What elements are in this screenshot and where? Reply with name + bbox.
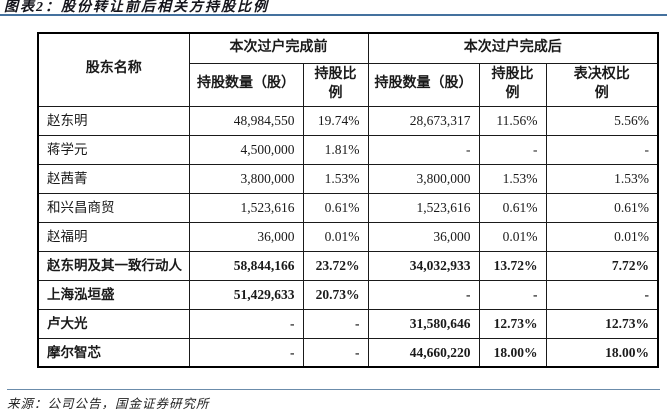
after-qty-cell: 36,000: [367, 221, 480, 252]
after-ratio-cell: 13.72%: [478, 250, 547, 281]
voting-ratio-cell: -: [545, 134, 659, 165]
before-qty-cell: 4,500,000: [188, 134, 304, 165]
before-qty-cell: 58,844,166: [188, 250, 304, 281]
before-qty-cell: -: [188, 308, 304, 339]
before-qty-cell: 1,523,616: [188, 192, 304, 223]
before-ratio-cell: 0.61%: [302, 192, 369, 223]
after-ratio-cell: 0.61%: [478, 192, 547, 223]
after-qty-cell: 44,660,220: [367, 337, 480, 368]
after-qty-cell: 31,580,646: [367, 308, 480, 339]
figure-title: 图表2：股份转让前后相关方持股比例: [4, 0, 269, 15]
shareholder-name-cell: 赵东明及其一致行动人: [37, 250, 190, 281]
after-qty-cell: 28,673,317: [367, 105, 480, 136]
shareholder-name-cell: 和兴昌商贸: [37, 192, 190, 223]
voting-ratio-cell: 0.01%: [545, 221, 659, 252]
title-underline-rule: [0, 14, 667, 16]
col-header-before-qty: 持股数量（股）: [188, 63, 304, 107]
shareholder-name-cell: 上海泓垣盛: [37, 279, 190, 310]
header-group-row: 股东名称 本次过户完成前 本次过户完成后: [37, 32, 659, 107]
before-qty-cell: -: [188, 337, 304, 368]
col-group-before-transfer: 本次过户完成前: [188, 32, 369, 64]
table-row: 蒋学元 4,500,000 1.81% - - -: [37, 134, 659, 165]
table-row: 赵福明 36,000 0.01% 36,000 0.01% 0.01%: [37, 221, 659, 252]
col-group-after-transfer: 本次过户完成后: [367, 32, 659, 64]
voting-ratio-cell: 0.61%: [545, 192, 659, 223]
before-ratio-cell: 23.72%: [302, 250, 369, 281]
after-ratio-cell: 11.56%: [478, 105, 547, 136]
col-header-after-ratio: 持股比 例: [478, 63, 547, 107]
before-ratio-cell: -: [302, 308, 369, 339]
col-header-shareholder: 股东名称: [37, 32, 190, 107]
table-row: 赵茜菁 3,800,000 1.53% 3,800,000 1.53% 1.53…: [37, 163, 659, 194]
after-qty-cell: 34,032,933: [367, 250, 480, 281]
after-qty-cell: -: [367, 279, 480, 310]
before-ratio-cell: 1.53%: [302, 163, 369, 194]
table-row: 和兴昌商贸 1,523,616 0.61% 1,523,616 0.61% 0.…: [37, 192, 659, 223]
table-body: 赵东明 48,984,550 19.74% 28,673,317 11.56% …: [37, 105, 659, 368]
header-sub-row: 持股数量（股） 持股比 例 持股数量（股） 持股比 例 表决权比 例: [38, 63, 659, 107]
before-ratio-cell: 1.81%: [302, 134, 369, 165]
after-ratio-cell: 0.01%: [478, 221, 547, 252]
before-qty-cell: 3,800,000: [188, 163, 304, 194]
voting-ratio-cell: 1.53%: [545, 163, 659, 194]
table-row: 赵东明 48,984,550 19.74% 28,673,317 11.56% …: [37, 105, 659, 136]
shareholder-name-cell: 卢大光: [37, 308, 190, 339]
shareholder-name-cell: 赵东明: [37, 105, 190, 136]
after-qty-cell: 3,800,000: [367, 163, 480, 194]
voting-ratio-cell: -: [545, 279, 659, 310]
after-ratio-cell: 18.00%: [478, 337, 547, 368]
shareholding-table: 股东名称 本次过户完成前 本次过户完成后 持股数量（股） 持股比 例 持股数量（…: [37, 32, 660, 369]
voting-ratio-cell: 5.56%: [545, 105, 659, 136]
shareholder-name-cell: 赵茜菁: [37, 163, 190, 194]
source-note: 来源：公司公告，国金证券研究所: [7, 397, 210, 409]
voting-ratio-cell: 12.73%: [545, 308, 659, 339]
table-row: 卢大光 - - 31,580,646 12.73% 12.73%: [37, 308, 659, 339]
after-ratio-cell: -: [478, 279, 547, 310]
after-ratio-cell: 1.53%: [478, 163, 547, 194]
before-qty-cell: 48,984,550: [188, 105, 304, 136]
before-ratio-cell: -: [302, 337, 369, 368]
table-row: 上海泓垣盛 51,429,633 20.73% - - -: [37, 279, 659, 310]
after-qty-cell: 1,523,616: [367, 192, 480, 223]
col-header-after-qty: 持股数量（股）: [367, 63, 480, 107]
footer-rule: [7, 389, 660, 390]
col-header-before-ratio: 持股比 例: [302, 63, 369, 107]
voting-ratio-cell: 7.72%: [545, 250, 659, 281]
before-ratio-cell: 20.73%: [302, 279, 369, 310]
col-header-voting-ratio: 表决权比 例: [545, 63, 659, 107]
table-row: 赵东明及其一致行动人 58,844,166 23.72% 34,032,933 …: [37, 250, 659, 281]
before-qty-cell: 36,000: [188, 221, 304, 252]
before-qty-cell: 51,429,633: [188, 279, 304, 310]
table-row: 摩尔智芯 - - 44,660,220 18.00% 18.00%: [37, 337, 659, 368]
shareholder-name-cell: 赵福明: [37, 221, 190, 252]
shareholder-name-cell: 蒋学元: [37, 134, 190, 165]
before-ratio-cell: 19.74%: [302, 105, 369, 136]
after-ratio-cell: 12.73%: [478, 308, 547, 339]
shareholder-name-cell: 摩尔智芯: [37, 337, 190, 368]
after-qty-cell: -: [367, 134, 480, 165]
before-ratio-cell: 0.01%: [302, 221, 369, 252]
after-ratio-cell: -: [478, 134, 547, 165]
table-header: 股东名称 本次过户完成前 本次过户完成后 持股数量（股） 持股比 例 持股数量（…: [37, 32, 659, 107]
voting-ratio-cell: 18.00%: [545, 337, 659, 368]
